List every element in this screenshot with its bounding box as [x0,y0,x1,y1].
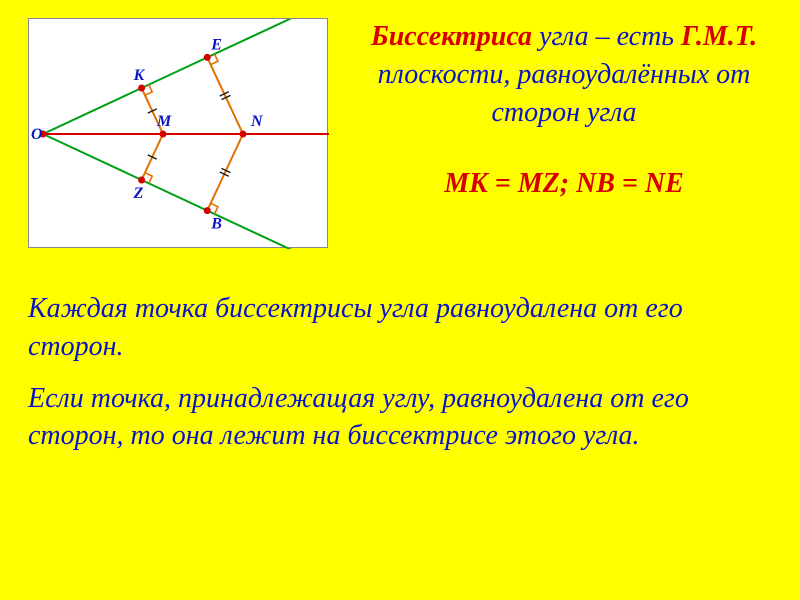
headline-block: Биссектриса угла – есть Г.М.Т. плоскости… [356,18,772,203]
diagram-container: OMNKZEBAC [28,18,328,248]
headline-word-gmt: Г.М.Т. [681,21,757,52]
headline-text: Биссектриса угла – есть Г.М.Т. плоскости… [356,18,772,131]
headline-part-4: плоскости, равноудалённых от сторон угла [378,59,751,128]
perp-seg-2 [207,57,243,134]
theorem-block: Каждая точка биссектрисы угла равноудале… [28,290,772,455]
perp-seg-3 [207,134,243,211]
point-label-N: N [250,113,264,130]
point-label-M: M [156,113,172,130]
diagram-svg: OMNKZEBAC [29,19,329,249]
ray-OA [43,19,315,134]
point-label-K: K [133,67,146,84]
point-label-Z: Z [133,185,144,202]
headline-part-2: угла – есть [532,21,681,52]
angle-bisector-diagram: OMNKZEBAC [28,18,328,248]
equation-line: MK = MZ; NB = NE [356,165,772,203]
point-label-E: E [210,36,222,53]
point-label-O: O [31,126,43,143]
ray-OC [43,134,315,249]
theorem-paragraph-2: Если точка, принадлежащая углу, равноуда… [28,380,772,456]
point-label-B: B [210,216,222,233]
theorem-paragraph-1: Каждая точка биссектрисы угла равноудале… [28,290,772,366]
headline-word-bisector: Биссектриса [371,21,532,52]
